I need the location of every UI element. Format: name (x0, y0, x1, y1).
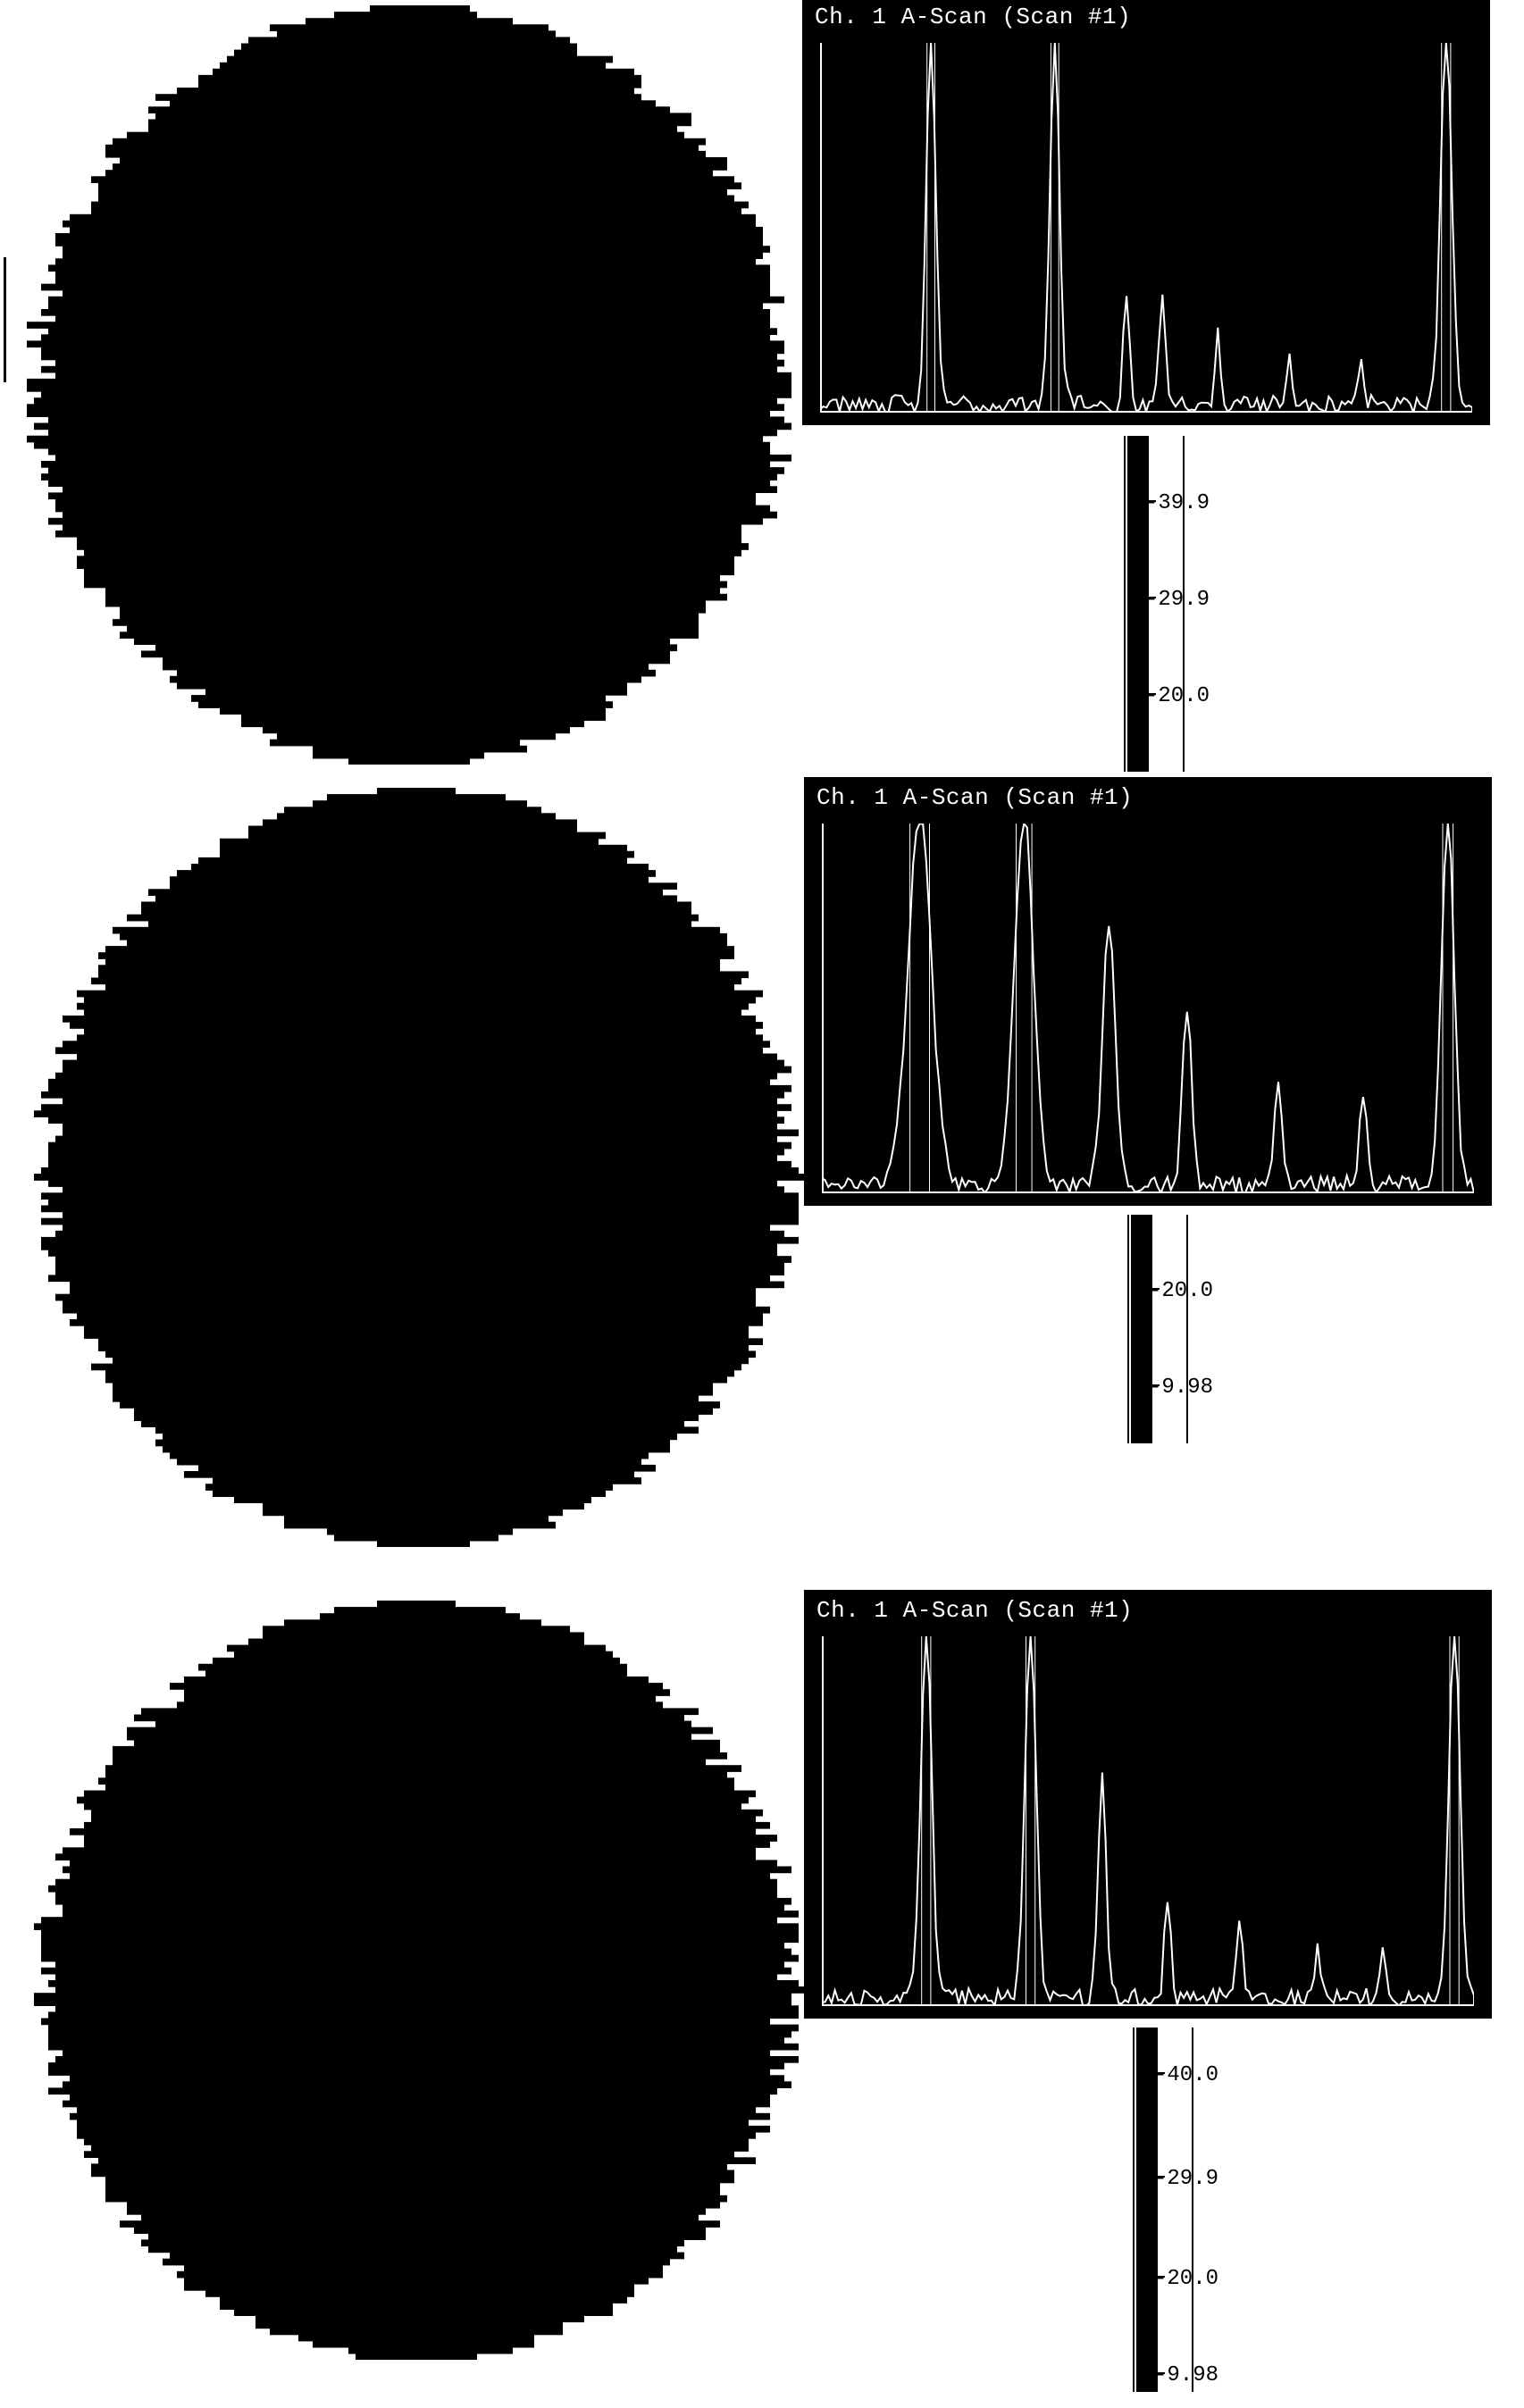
ascan-plot-c (820, 43, 1472, 413)
scale-label-e: -20.0 (1154, 2267, 1218, 2291)
ascan-panel-c: Ch. 1 A-Scan (Scan #1) (802, 0, 1490, 425)
ascan-title-e: Ch. 1 A-Scan (Scan #1) (816, 1597, 1133, 1624)
scale-label-d: -20.0 (1149, 1279, 1213, 1303)
scale-label-e: -9.98 (1154, 2363, 1218, 2387)
ascan-title-d: Ch. 1 A-Scan (Scan #1) (816, 784, 1133, 811)
ascan-panel-d: Ch. 1 A-Scan (Scan #1) (804, 777, 1492, 1206)
scale-label-e: -29.9 (1154, 2167, 1218, 2191)
ascan-panel-e: Ch. 1 A-Scan (Scan #1) (804, 1590, 1492, 2019)
cscan-image-c (13, 5, 809, 765)
scale-label-e: -40.0 (1154, 2063, 1218, 2087)
ascan-plot-e (822, 1636, 1474, 2006)
ascan-plot-d (822, 824, 1474, 1193)
figure-stage: (c)Ch. 1 A-Scan (Scan #1) -39.9-29.9-20.… (0, 0, 1524, 2408)
cscan-image-e (20, 1601, 816, 2360)
scale-label-c: -20.0 (1145, 684, 1210, 708)
scale-fill-d (1131, 1215, 1152, 1443)
scale-label-d: -9.98 (1149, 1375, 1213, 1400)
ascan-title-c: Ch. 1 A-Scan (Scan #1) (815, 4, 1131, 30)
scale-label-c: -29.9 (1145, 588, 1210, 612)
scale-strip-d: -20.0-9.98 (1127, 1215, 1188, 1443)
scale-label-c: -39.9 (1145, 491, 1210, 515)
cscan-image-d (20, 788, 816, 1547)
left-tick-c (4, 257, 6, 382)
scale-strip-e: -40.0-29.9-20.0-9.98 (1133, 2028, 1193, 2392)
scale-strip-c: -39.9-29.9-20.0 (1124, 436, 1185, 772)
